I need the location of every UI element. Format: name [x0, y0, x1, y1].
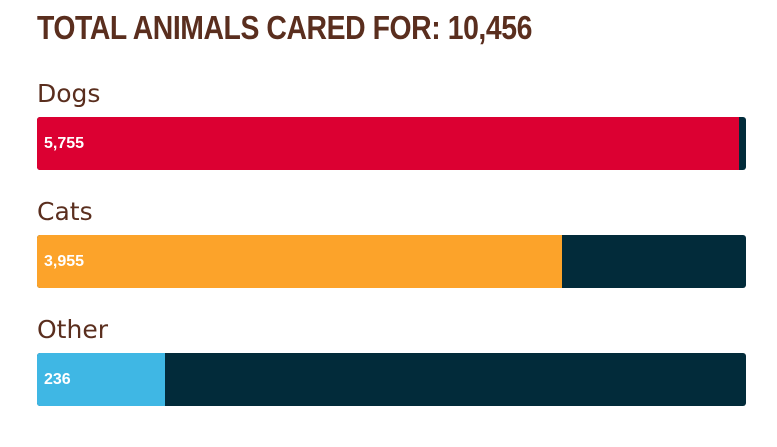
bar-other [37, 353, 165, 406]
bar-track-dogs: 5,755 [37, 117, 746, 170]
value-label-dogs: 5,755 [44, 135, 85, 152]
bar-dogs [37, 117, 739, 170]
category-label-cats: Cats [37, 197, 93, 226]
chart-title: TOTAL ANIMALS CARED FOR: 10,456 [37, 9, 532, 46]
category-label-other: Other [37, 315, 108, 344]
bar-track-other: 236 [37, 353, 746, 406]
category-label-dogs: Dogs [37, 79, 101, 108]
bar-track-cats: 3,955 [37, 235, 746, 288]
bar-cats [37, 235, 562, 288]
value-label-cats: 3,955 [44, 253, 85, 270]
value-label-other: 236 [44, 371, 71, 388]
